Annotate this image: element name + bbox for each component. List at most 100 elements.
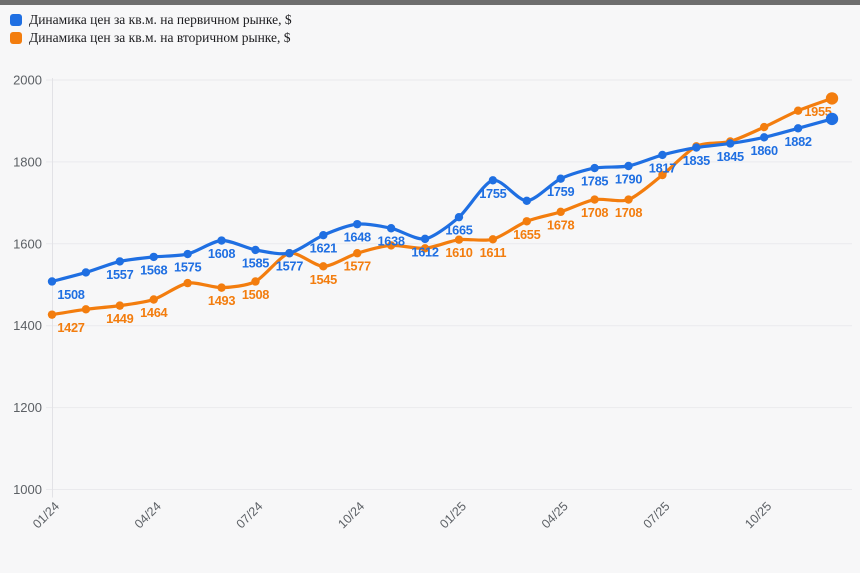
point-secondary-10/24[interactable]	[353, 249, 362, 258]
point-primary-12/24[interactable]	[420, 234, 430, 244]
point-secondary-04/24[interactable]	[149, 295, 158, 304]
value-label-primary-11/24: 1638	[377, 234, 404, 249]
point-secondary-11/24[interactable]	[386, 241, 396, 250]
y-axis-label: 1200	[13, 400, 42, 415]
legend-label-primary: Динамика цен за кв.м. на первичном рынке…	[29, 12, 292, 27]
legend-swatch-secondary-icon	[10, 31, 22, 44]
x-axis-label: 07/25	[641, 499, 673, 531]
point-secondary-12/25[interactable]	[825, 92, 839, 105]
point-primary-12/25[interactable]	[825, 112, 839, 126]
point-primary-04/24[interactable]	[149, 252, 158, 262]
point-primary-07/25[interactable]	[658, 150, 667, 160]
x-axis-label: 04/25	[539, 499, 571, 531]
value-label-secondary-04/24: 1464	[140, 305, 168, 320]
x-axis-label: 07/24	[234, 499, 266, 531]
value-label-primary-11/25: 1882	[784, 134, 811, 149]
x-axis-label: 01/25	[437, 499, 469, 531]
legend: Динамика цен за кв.м. на первичном рынке…	[10, 12, 292, 45]
y-axis-label: 1600	[13, 236, 42, 251]
point-secondary-10/25[interactable]	[759, 122, 769, 132]
value-label-secondary-10/24: 1577	[344, 259, 371, 274]
point-secondary-11/25[interactable]	[793, 106, 803, 115]
point-secondary-02/25[interactable]	[488, 235, 498, 244]
point-primary-08/25[interactable]	[692, 143, 701, 152]
value-label-primary-07/24: 1585	[242, 255, 269, 270]
point-primary-09/24[interactable]	[319, 231, 328, 240]
y-axis-label: 1400	[13, 318, 42, 333]
point-primary-09/25[interactable]	[726, 139, 735, 148]
x-axis-label: 01/24	[30, 499, 62, 531]
value-label-secondary-06/24: 1493	[208, 293, 235, 308]
point-primary-02/24[interactable]	[81, 268, 91, 277]
value-label-primary-10/24: 1648	[344, 230, 371, 245]
value-label-primary-09/24: 1621	[310, 241, 337, 256]
point-secondary-05/24[interactable]	[183, 278, 192, 288]
y-axis-label: 1800	[13, 154, 42, 169]
value-label-secondary-03/25: 1655	[513, 227, 540, 242]
point-secondary-07/25[interactable]	[658, 170, 667, 180]
point-primary-05/25[interactable]	[590, 163, 599, 173]
value-label-primary-07/25: 1817	[649, 160, 676, 175]
value-label-secondary-02/25: 1611	[480, 245, 507, 260]
value-label-secondary-05/25: 1708	[581, 205, 608, 220]
series-secondary: 1427 1449 1464 1493 1508 1545 1577 1610 1611 1655…	[47, 92, 839, 335]
point-primary-10/24[interactable]	[353, 219, 362, 229]
point-primary-06/24[interactable]	[217, 236, 226, 245]
point-secondary-03/25[interactable]	[522, 217, 531, 226]
point-primary-06/25[interactable]	[624, 161, 633, 171]
x-axis-label: 04/24	[132, 499, 164, 531]
x-axis-labels: 01/24 04/24 07/24 10/24 01/25 04/25 07/25 10/25	[30, 499, 774, 531]
point-primary-03/24[interactable]	[115, 257, 125, 266]
value-label-primary-12/24: 1612	[411, 244, 438, 259]
point-primary-01/25[interactable]	[454, 212, 464, 222]
point-secondary-09/24[interactable]	[319, 262, 328, 271]
value-label-primary-01/24: 1508	[57, 287, 84, 302]
point-primary-11/24[interactable]	[386, 224, 396, 233]
value-label-secondary-12/25: 1955	[804, 104, 831, 119]
value-label-secondary-09/24: 1545	[310, 272, 337, 287]
y-gridlines: 1000 1200 1400 1600 1800 2000	[13, 73, 852, 497]
x-axis-label: 10/25	[742, 499, 774, 531]
point-primary-11/25[interactable]	[793, 124, 803, 133]
value-label-primary-04/25: 1759	[547, 184, 574, 199]
y-axis-label: 2000	[13, 73, 42, 88]
value-label-primary-04/24: 1568	[140, 262, 167, 277]
legend-item-secondary[interactable]: Динамика цен за кв.м. на вторичном рынке…	[10, 30, 292, 45]
value-label-secondary-04/25: 1678	[547, 217, 574, 232]
legend-label-secondary: Динамика цен за кв.м. на вторичном рынке…	[29, 30, 291, 45]
value-label-primary-09/25: 1845	[717, 149, 744, 164]
point-secondary-07/24[interactable]	[251, 277, 260, 286]
top-bar	[0, 0, 860, 5]
point-secondary-03/24[interactable]	[115, 301, 125, 310]
point-primary-10/25[interactable]	[759, 133, 769, 142]
point-primary-07/24[interactable]	[251, 245, 260, 255]
point-secondary-12/24[interactable]	[420, 244, 430, 253]
point-primary-01/24[interactable]	[47, 277, 57, 286]
y-axis-label: 1000	[13, 482, 42, 497]
value-label-primary-03/24: 1557	[106, 267, 133, 282]
point-primary-05/24[interactable]	[183, 249, 192, 259]
legend-item-primary[interactable]: Динамика цен за кв.м. на первичном рынке…	[10, 12, 292, 27]
point-secondary-04/25[interactable]	[556, 207, 565, 217]
value-label-secondary-06/25: 1708	[615, 205, 642, 220]
point-secondary-01/24[interactable]	[47, 310, 57, 319]
point-secondary-06/24[interactable]	[217, 283, 226, 292]
value-label-primary-06/24: 1608	[208, 246, 235, 261]
point-primary-02/25[interactable]	[488, 176, 498, 185]
point-secondary-05/25[interactable]	[590, 195, 599, 204]
point-primary-04/25[interactable]	[556, 174, 565, 183]
point-secondary-01/25[interactable]	[454, 235, 464, 244]
x-axis-label: 10/24	[335, 499, 367, 531]
value-label-secondary-01/24: 1427	[57, 320, 84, 335]
value-label-primary-06/25: 1790	[615, 171, 642, 186]
value-label-primary-08/25: 1835	[683, 153, 710, 168]
value-label-primary-08/24: 1577	[276, 259, 303, 274]
point-primary-08/24[interactable]	[285, 249, 294, 258]
point-secondary-02/24[interactable]	[81, 305, 91, 314]
point-primary-03/25[interactable]	[522, 196, 531, 206]
point-secondary-06/25[interactable]	[624, 195, 633, 204]
legend-swatch-primary-icon	[10, 13, 22, 26]
value-label-primary-05/24: 1575	[174, 260, 201, 275]
